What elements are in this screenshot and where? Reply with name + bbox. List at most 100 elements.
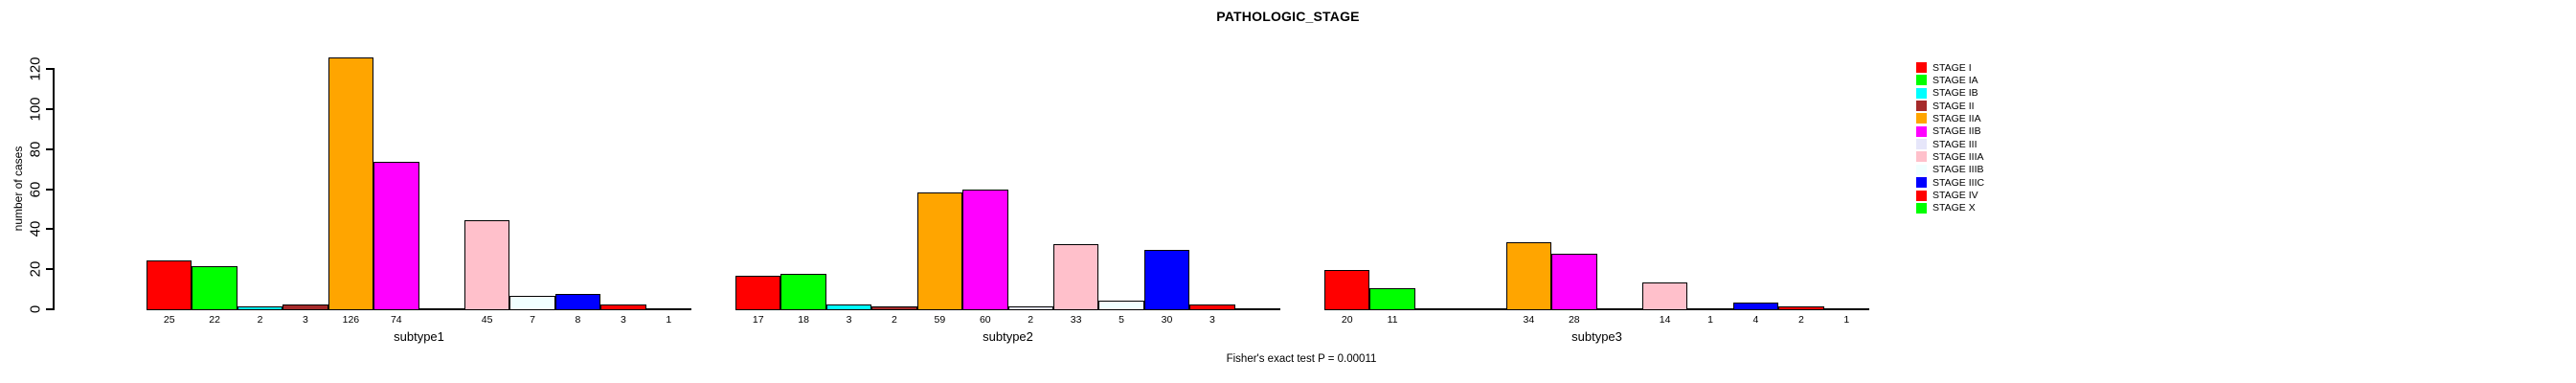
bar-value-label: 20: [1341, 314, 1353, 326]
bar-value-label: 3: [1209, 314, 1215, 326]
bar-value-label: 17: [752, 314, 764, 326]
bar-value-label: 59: [934, 314, 946, 326]
y-tick: [46, 188, 55, 191]
legend-item-stage-iiia: STAGE IIIA: [1916, 151, 1983, 163]
y-tick: [46, 268, 55, 271]
legend-label: STAGE IB: [1932, 87, 1978, 100]
bar-stage-iv-subtype3: [1778, 306, 1824, 310]
bar-value-label: 2: [1028, 314, 1034, 326]
legend-label: STAGE IA: [1932, 74, 1978, 86]
bar-stage-iiic-subtype2: [1143, 250, 1190, 310]
legend-item-stage-i: STAGE I: [1916, 62, 1972, 74]
bar-stage-iiic-subtype1: [554, 294, 601, 310]
legend-swatch: [1916, 75, 1927, 86]
legend-swatch: [1916, 139, 1927, 150]
legend-swatch: [1916, 190, 1927, 201]
bar-stage-i-subtype1: [147, 260, 192, 310]
y-tick-label: 80: [27, 141, 44, 157]
bar-value-label: 74: [390, 314, 402, 326]
y-tick: [46, 228, 55, 231]
legend-item-stage-iv: STAGE IV: [1916, 190, 1978, 201]
legend-label: STAGE III: [1932, 138, 1977, 150]
group-baseline: [147, 308, 692, 310]
bar-stage-ia-subtype2: [780, 274, 826, 310]
bar-stage-iia-subtype3: [1505, 242, 1552, 310]
legend-swatch: [1916, 62, 1927, 73]
bar-stage-ia-subtype1: [192, 266, 237, 310]
legend-item-stage-iiib: STAGE IIIB: [1916, 164, 1983, 175]
bar-stage-iiib-subtype1: [509, 296, 555, 310]
bar-value-label: 2: [257, 314, 263, 326]
legend-label: STAGE IIIA: [1932, 150, 1984, 163]
legend-item-stage-ii: STAGE II: [1916, 101, 1975, 112]
y-tick: [46, 68, 55, 70]
legend-swatch: [1916, 87, 1927, 99]
fisher-test-annotation: Fisher's exact test P = 0.00011: [1226, 353, 1377, 365]
group-baseline: [1324, 308, 1870, 310]
bar-stage-i-subtype3: [1324, 270, 1370, 310]
legend-item-stage-ib: STAGE IB: [1916, 87, 1978, 99]
bar-stage-ib-subtype2: [825, 304, 872, 310]
bar-stage-ia-subtype3: [1369, 288, 1415, 310]
legend-swatch: [1916, 125, 1927, 137]
bar-stage-iiia-subtype3: [1641, 282, 1688, 310]
legend-item-stage-iiic: STAGE IIIC: [1916, 177, 1984, 189]
legend-swatch: [1916, 177, 1927, 189]
bar-value-label: 7: [530, 314, 535, 326]
bar-value-label: 28: [1568, 314, 1580, 326]
y-tick-label: 0: [27, 304, 44, 314]
y-tick: [46, 107, 55, 110]
bar-value-label: 5: [1119, 314, 1124, 326]
x-group-label-subtype3: subtype3: [1571, 329, 1622, 344]
bar-value-label: 3: [303, 314, 308, 326]
bar-value-label: 1: [1843, 314, 1850, 326]
bar-stage-ib-subtype1: [237, 306, 283, 310]
bar-value-label: 8: [575, 314, 581, 326]
legend-label: STAGE IIA: [1932, 112, 1981, 124]
y-tick-label: 60: [27, 181, 44, 197]
bar-value-label: 45: [481, 314, 493, 326]
bar-stage-iib-subtype2: [962, 190, 1008, 310]
bar-stage-iii-subtype2: [1007, 306, 1053, 310]
bar-stage-iiia-subtype2: [1052, 244, 1099, 310]
bar-stage-iib-subtype3: [1551, 254, 1597, 310]
legend-swatch: [1916, 151, 1927, 163]
bar-value-label: 1: [666, 314, 672, 326]
bar-value-label: 3: [620, 314, 626, 326]
bar-stage-iib-subtype1: [373, 162, 419, 310]
y-tick-label: 20: [27, 260, 44, 278]
bar-stage-iia-subtype1: [328, 57, 374, 310]
bar-value-label: 34: [1523, 314, 1535, 326]
bar-value-label: 11: [1387, 314, 1398, 326]
legend-item-stage-iia: STAGE IIA: [1916, 113, 1981, 124]
bar-stage-x-subtype3: [1823, 308, 1870, 310]
bar-value-label: 2: [892, 314, 897, 326]
legend-item-stage-x: STAGE X: [1916, 202, 1976, 214]
legend-label: STAGE I: [1932, 61, 1972, 74]
legend-swatch: [1916, 164, 1927, 175]
y-tick: [46, 308, 55, 310]
legend-label: STAGE IIIB: [1932, 164, 1984, 176]
bar-value-label: 33: [1070, 314, 1082, 326]
bar-stage-iiia-subtype1: [463, 220, 510, 310]
y-tick-label: 120: [27, 56, 44, 81]
y-tick: [46, 147, 55, 150]
legend-item-stage-iib: STAGE IIB: [1916, 125, 1981, 137]
bar-stage-iiic-subtype3: [1732, 303, 1779, 310]
x-group-label-subtype2: subtype2: [983, 329, 1033, 344]
bar-value-label: 60: [979, 314, 991, 326]
bar-stage-iia-subtype2: [916, 192, 963, 310]
bar-value-label: 126: [342, 314, 360, 326]
chart-title: PATHOLOGIC_STAGE: [1216, 9, 1360, 24]
bar-stage-ii-subtype1: [282, 304, 328, 310]
legend-item-stage-iii: STAGE III: [1916, 139, 1977, 150]
bar-value-label: 1: [1707, 314, 1713, 326]
legend-label: STAGE IIB: [1932, 125, 1981, 138]
bar-value-label: 25: [163, 314, 175, 326]
legend-label: STAGE X: [1932, 202, 1976, 214]
bar-stage-i-subtype2: [735, 276, 781, 310]
legend-swatch: [1916, 113, 1927, 124]
bar-value-label: 30: [1161, 314, 1173, 326]
legend-label: STAGE II: [1932, 100, 1975, 112]
legend-label: STAGE IIIC: [1932, 176, 1985, 189]
